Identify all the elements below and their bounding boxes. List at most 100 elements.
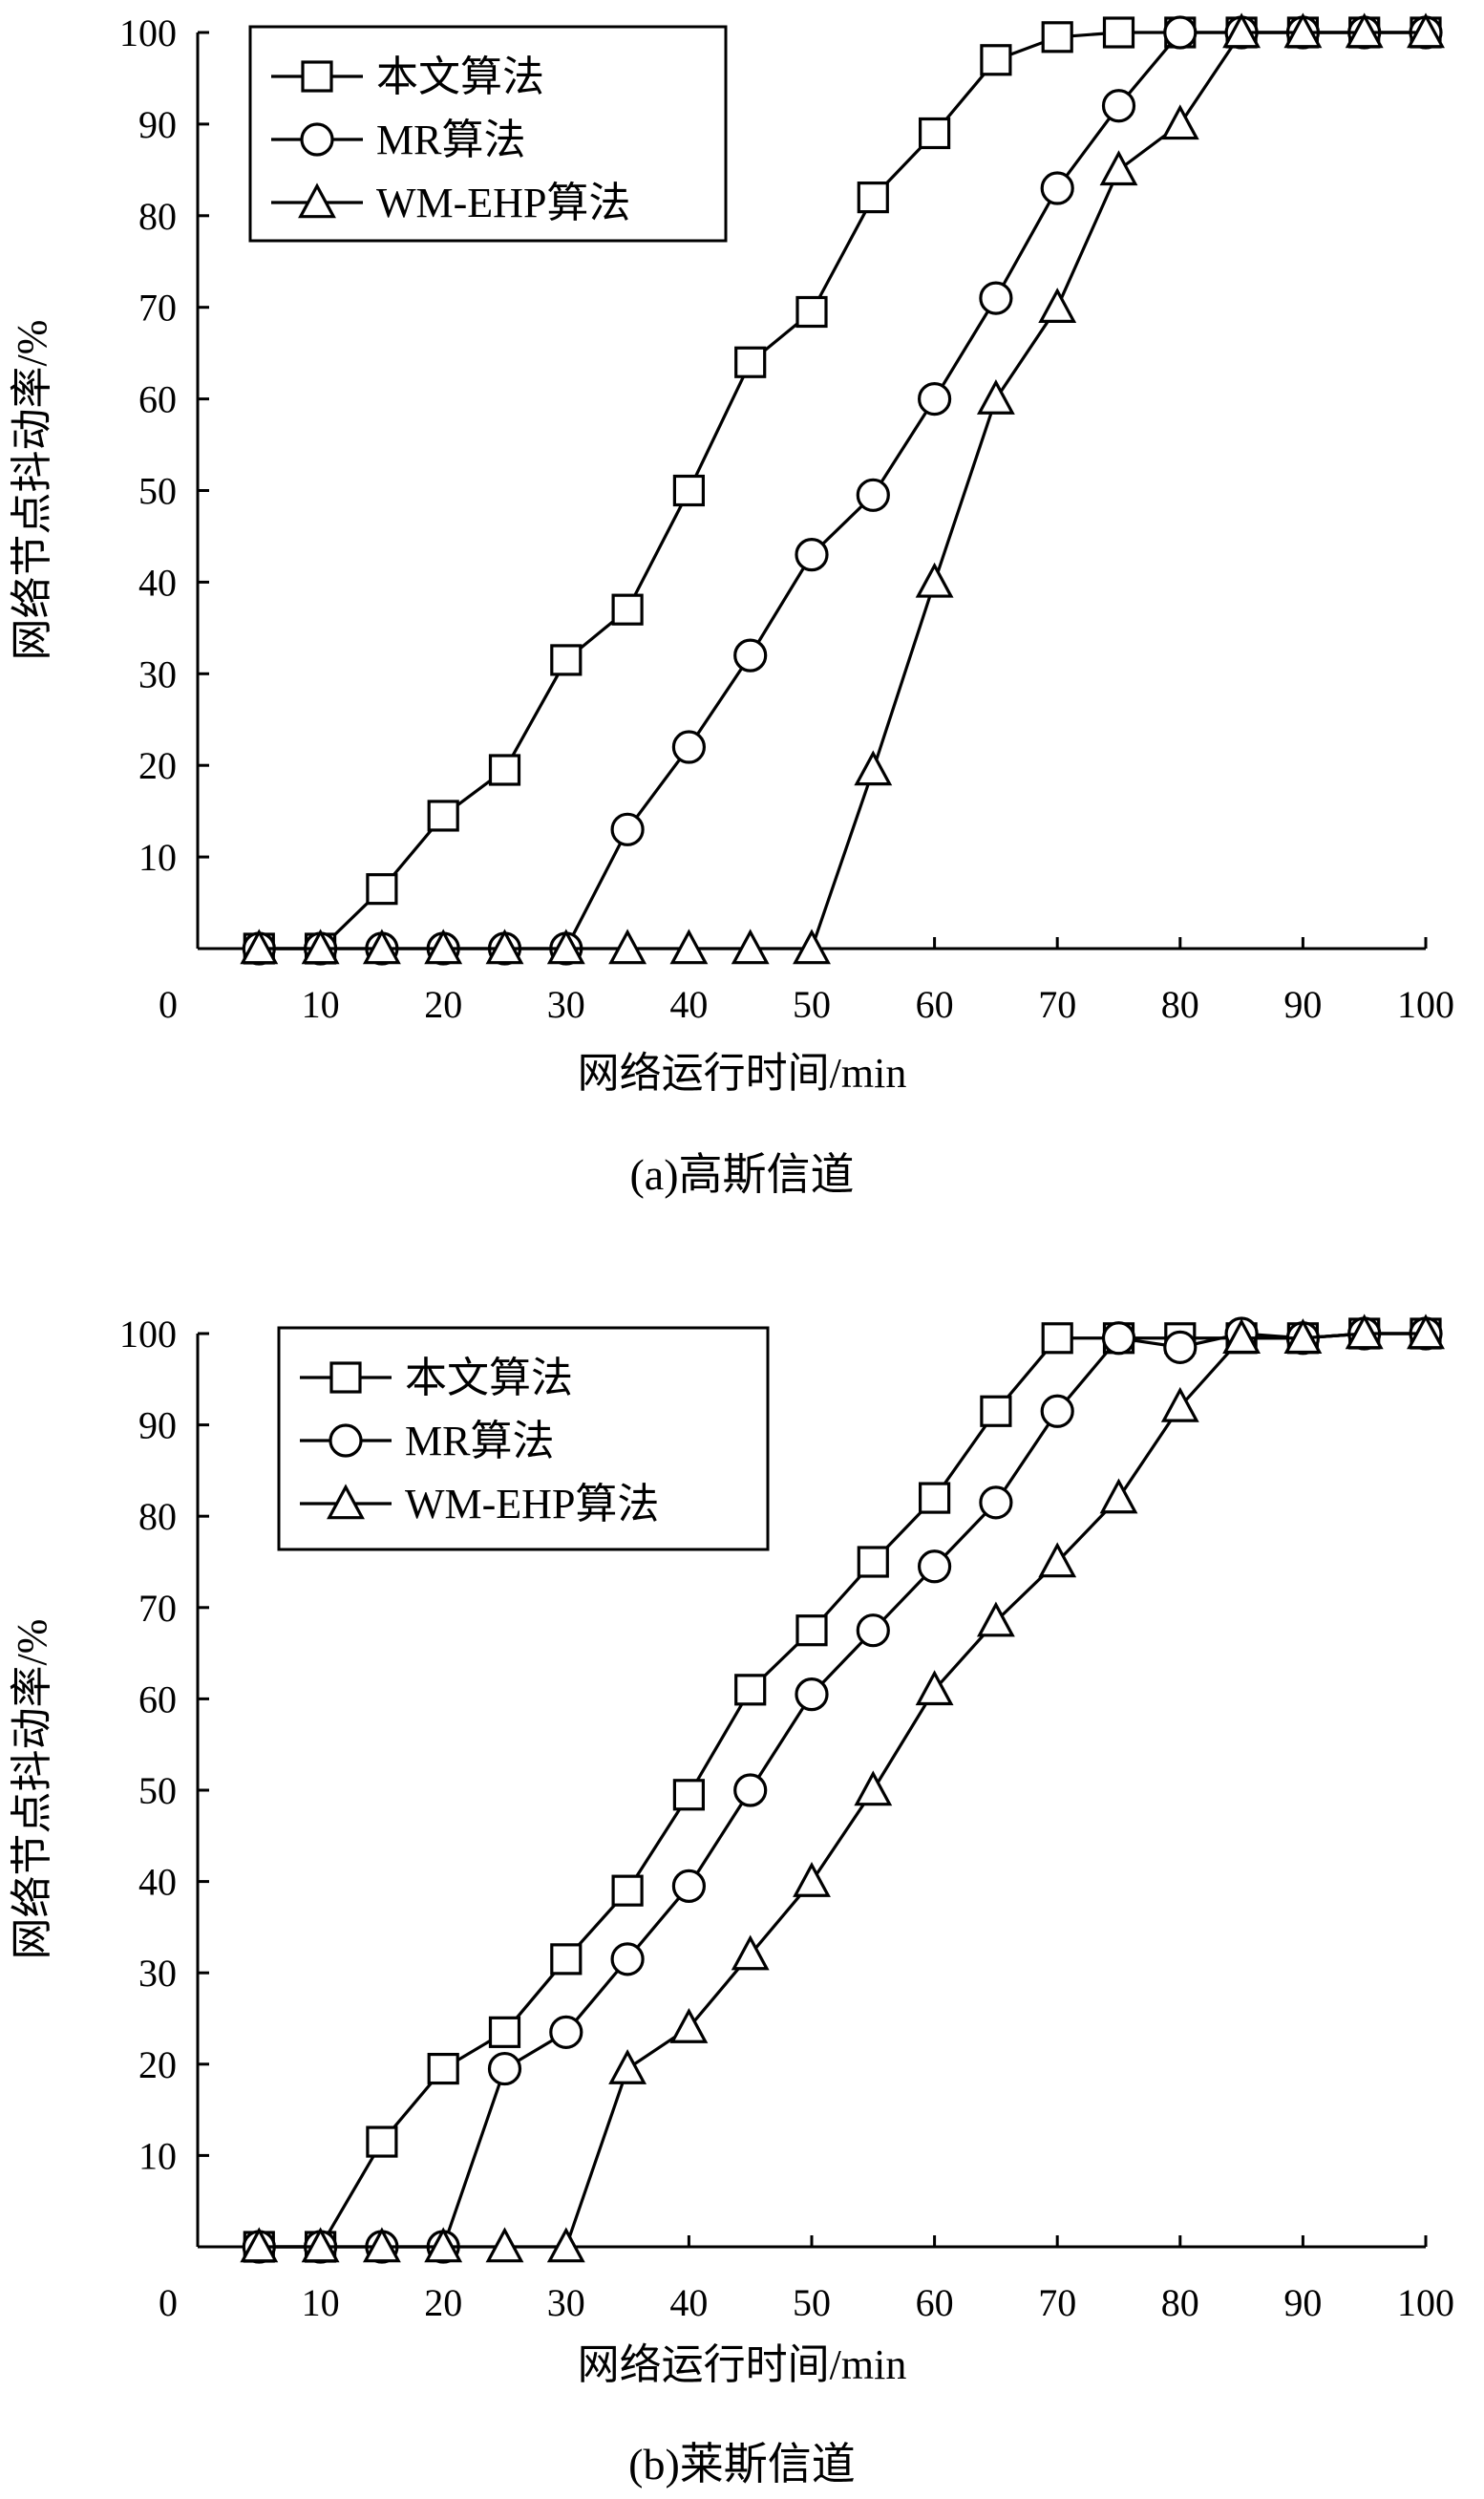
- data-point: [1041, 21, 1073, 53]
- data-point: [1283, 12, 1323, 49]
- y-tick-label: 30: [138, 652, 177, 695]
- data-point: [1345, 1314, 1384, 1350]
- x-tick-label: 70: [1038, 2281, 1076, 2324]
- data-point: [915, 1670, 954, 1706]
- legend: 本文算法 MR算法 WM-EHP算法: [248, 25, 728, 243]
- data-point: [917, 382, 952, 416]
- data-point: [980, 1395, 1012, 1427]
- y-tick-label: 70: [138, 287, 177, 330]
- y-tick-label: 90: [138, 1404, 177, 1447]
- data-point: [1101, 89, 1136, 123]
- data-point: [611, 593, 644, 626]
- data-point: [427, 2052, 459, 2085]
- data-point: [1099, 1478, 1138, 1514]
- data-point: [734, 1674, 767, 1706]
- data-point: [734, 346, 767, 378]
- data-point: [550, 644, 583, 676]
- y-tick-label: 20: [138, 2043, 177, 2086]
- data-point: [487, 2051, 522, 2086]
- legend-marker: [327, 1484, 365, 1520]
- x-tick-label: 40: [669, 2281, 708, 2324]
- data-point: [1041, 1322, 1073, 1355]
- data-point: [1101, 1321, 1136, 1356]
- data-point: [980, 44, 1012, 76]
- legend: 本文算法 MR算法 WM-EHP算法: [277, 1326, 770, 1551]
- data-point: [608, 929, 647, 965]
- y-tick-label: 80: [138, 1495, 177, 1538]
- y-tick-label: 10: [138, 2134, 177, 2177]
- data-point: [610, 1942, 645, 1976]
- data-point: [1345, 12, 1384, 49]
- y-tick-label: 50: [138, 1769, 177, 1812]
- data-point: [918, 117, 951, 150]
- data-point: [301, 2227, 340, 2263]
- x-tick-label: 70: [1038, 983, 1076, 1026]
- y-tick-label: 20: [138, 744, 177, 787]
- data-point: [240, 929, 279, 965]
- legend-marker: [298, 182, 336, 219]
- x-tick-label: 10: [302, 983, 340, 1026]
- legend-marker: [300, 122, 334, 157]
- x-tick-label: 90: [1283, 983, 1322, 1026]
- data-point: [424, 929, 463, 965]
- data-point: [366, 873, 398, 906]
- y-tick-label: 100: [119, 1313, 177, 1356]
- y-tick-label: 100: [119, 11, 177, 54]
- data-point: [366, 2125, 398, 2158]
- data-point: [1407, 1314, 1445, 1350]
- data-point: [795, 295, 828, 329]
- x-tick-label: 40: [669, 983, 708, 1026]
- data-point: [1040, 1394, 1074, 1428]
- x-tick-label: 50: [793, 983, 831, 1026]
- data-point: [915, 562, 954, 598]
- y-tick-label: 60: [138, 378, 177, 421]
- data-point: [424, 2227, 463, 2263]
- data-point: [795, 1677, 829, 1712]
- data-point: [550, 1943, 583, 1976]
- data-point: [733, 1773, 768, 1807]
- y-axis-label: 网络节点抖动率/%: [9, 1619, 55, 1960]
- legend-item: 本文算法: [300, 1355, 573, 1401]
- data-point: [671, 730, 707, 764]
- data-point: [917, 1549, 952, 1584]
- legend-label: 本文算法: [405, 1355, 573, 1401]
- data-point: [669, 929, 709, 965]
- legend-label: MR算法: [376, 117, 525, 163]
- chart-rician-channel: 0 10 20 30 40 50 60 70 80 90 100 10 20 30 40 50 60 70 80 90…: [9, 1313, 1454, 2488]
- data-point: [611, 1874, 644, 1907]
- data-point: [485, 2227, 524, 2263]
- data-point: [301, 929, 340, 965]
- data-point: [1407, 12, 1445, 49]
- data-point: [795, 1614, 828, 1647]
- x-tick-label: 90: [1283, 2281, 1322, 2324]
- y-tick-label: 40: [138, 1861, 177, 1904]
- x-tick-label: 0: [159, 2281, 178, 2324]
- data-point: [427, 800, 459, 832]
- legend-label: 本文算法: [376, 53, 544, 100]
- data-point: [672, 474, 706, 507]
- x-tick-label: 0: [159, 983, 178, 1026]
- legend-label: MR算法: [405, 1418, 554, 1464]
- y-tick-label: 90: [138, 103, 177, 146]
- data-point: [608, 2048, 647, 2084]
- data-point: [610, 812, 645, 846]
- data-point: [485, 929, 524, 965]
- data-point: [1160, 1386, 1199, 1422]
- data-point: [856, 478, 890, 512]
- legend-item: 本文算法: [271, 53, 544, 100]
- data-point: [546, 2227, 585, 2263]
- data-point: [1099, 150, 1138, 186]
- x-tick-label: 100: [1397, 2281, 1454, 2324]
- legend-label: WM-EHP算法: [376, 180, 630, 226]
- data-point: [854, 1770, 893, 1806]
- x-tick-label: 20: [424, 2281, 462, 2324]
- chart-gaussian-channel: 0 10 20 30 40 50 60 70 80 90 100 10 20 30 40 50 60 70 80 90…: [9, 11, 1454, 1199]
- data-point: [488, 754, 521, 786]
- legend-marker: [329, 1423, 363, 1458]
- x-tick-label: 80: [1161, 983, 1199, 1026]
- y-tick-label: 70: [138, 1587, 177, 1630]
- data-point: [731, 929, 770, 965]
- x-axis-label: 网络运行时间/min: [578, 2341, 907, 2388]
- data-point: [1222, 12, 1261, 49]
